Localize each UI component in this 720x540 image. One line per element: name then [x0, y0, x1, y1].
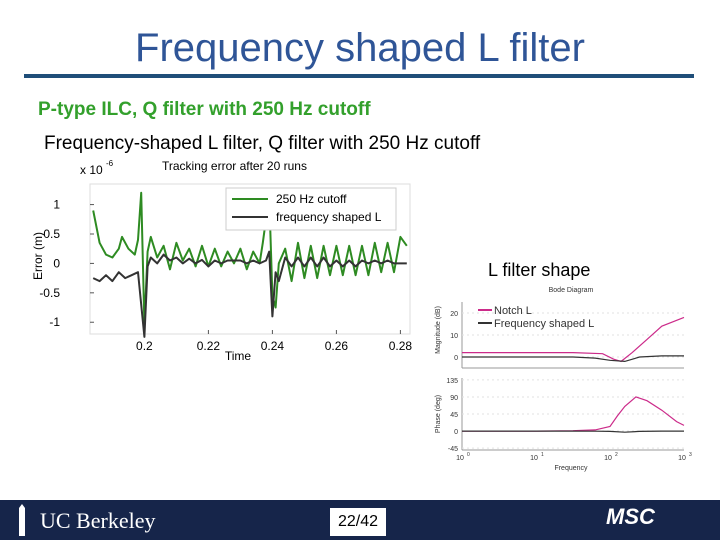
x-tick-label: 0.24 — [261, 339, 285, 353]
magnitude-axis-label: Magnitude (dB) — [435, 306, 442, 354]
frequency-axis-label: Frequency — [554, 465, 588, 472]
legend-label-250hz: 250 Hz cutoff — [276, 192, 347, 206]
frequency-shaped-l-curve — [462, 430, 684, 433]
bode-x-tick-label: 10 — [678, 455, 686, 462]
y-tick-label: -0.5 — [39, 286, 60, 300]
notch-l-curve — [462, 316, 685, 363]
chart-legend: 250 Hz cutoff frequency shaped L — [225, 187, 397, 231]
y-tick-label: -1 — [49, 315, 60, 329]
y-tick-label: 1 — [53, 198, 60, 212]
bode-x-tick-exponent: 0 — [467, 452, 470, 458]
bode-y-tick-label: 45 — [450, 412, 458, 419]
bode-y-tick-label: 10 — [450, 333, 458, 340]
bode-y-tick-label: 90 — [450, 395, 458, 402]
bode-y-tick-label: 0 — [454, 355, 458, 362]
y-axis-label: Error (m) — [31, 232, 45, 280]
legend-box — [225, 187, 397, 231]
bode-x-tick-label: 10 — [604, 455, 612, 462]
bode-y-tick-label: 0 — [454, 429, 458, 436]
slide-title: Frequency shaped L filter — [135, 26, 585, 70]
page-number: 22/42 — [330, 508, 386, 536]
bode-x-tick-exponent: 2 — [615, 452, 618, 458]
chart-title: Tracking error after 20 runs — [162, 159, 307, 173]
x-tick-label: 0.26 — [325, 339, 349, 353]
bode-y-tick-label: -45 — [448, 446, 458, 453]
subtitle-p-type: P-type ILC, Q filter with 250 Hz cutoff — [38, 99, 371, 120]
y-scale-base: x 10 — [80, 163, 103, 177]
y-scale-exponent: -6 — [106, 159, 114, 168]
frequency-shaped-l-curve — [462, 355, 684, 363]
x-tick-label: 0.22 — [197, 339, 221, 353]
y-tick-label: 0 — [53, 256, 60, 270]
x-tick-label: 0.28 — [389, 339, 413, 353]
l-filter-shape-label: L filter shape — [488, 260, 591, 280]
bode-x-tick-exponent: 3 — [689, 452, 692, 458]
subtitle-frequency-shaped: Frequency-shaped L filter, Q filter with… — [44, 133, 481, 154]
y-tick-label: 0.5 — [43, 227, 60, 241]
bode-x-tick-exponent: 1 — [541, 452, 544, 458]
series-line-250hz — [92, 191, 408, 327]
bode-x-tick-label: 10 — [456, 455, 464, 462]
x-tick-label: 0.2 — [136, 339, 153, 353]
legend-label-freq-shaped-l: Frequency shaped L — [494, 318, 594, 330]
uc-berkeley-logo: UC Berkeley — [40, 508, 156, 533]
bode-title: Bode Diagram — [549, 287, 594, 294]
x-axis-label: Time — [225, 349, 252, 363]
bode-legend: Notch L Frequency shaped L — [478, 305, 594, 330]
bode-y-tick-label: 135 — [446, 378, 458, 385]
legend-label-notch: Notch L — [494, 305, 532, 317]
phase-axis-label: Phase (deg) — [435, 395, 442, 433]
legend-label-freq-shaped: frequency shaped L — [276, 210, 382, 224]
tracking-error-chart: 0.2 0.22 0.24 0.26 0.28 -1 -0.5 0 0.5 1 250 Hz cu… — [31, 159, 413, 363]
bode-y-tick-label: 20 — [450, 311, 458, 318]
series-line-freq-shaped — [92, 250, 407, 338]
bode-x-tick-label: 10 — [530, 455, 538, 462]
title-underline — [24, 74, 694, 78]
msc-logo: MSC — [606, 504, 655, 529]
campanile-icon — [19, 504, 25, 536]
